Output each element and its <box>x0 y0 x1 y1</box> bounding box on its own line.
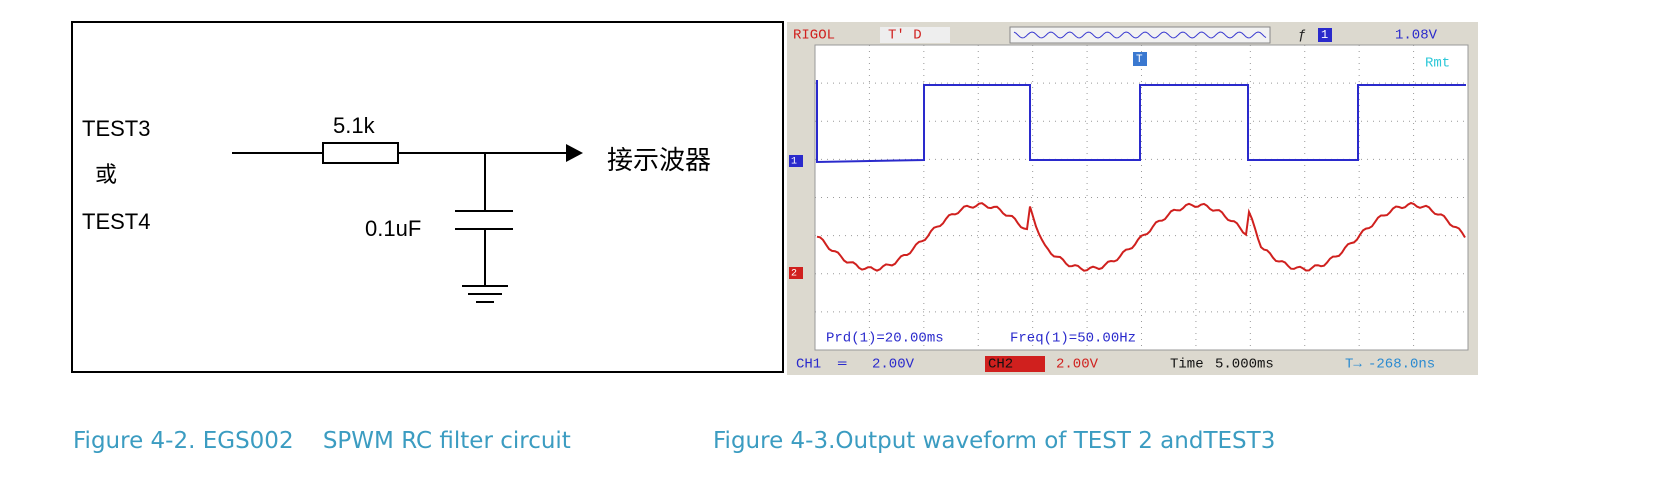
trigger-level: 1.08V <box>1395 28 1438 44</box>
trigger-offset: -268.0ns <box>1368 357 1435 373</box>
mode-box <box>880 27 950 43</box>
measurement: Freq(1)=50.00Hz <box>1010 331 1136 347</box>
ch1-marker: 1 <box>791 157 797 168</box>
trigger-edge: ƒ <box>1298 28 1306 44</box>
circuit-frame <box>71 21 784 373</box>
trigger-channel-box <box>1318 28 1332 42</box>
mode: T' D <box>888 28 922 44</box>
time-scale: 5.000ms <box>1215 357 1274 373</box>
ch2-label-box <box>985 356 1045 372</box>
input-label: 或 <box>95 162 117 187</box>
trigger-marker-box <box>1133 52 1147 66</box>
input-label: TEST4 <box>82 209 150 234</box>
ch1-scale: 2.00V <box>872 357 915 373</box>
measurement: Prd(1)=20.00ms <box>826 331 944 347</box>
output-label: 接示波器 <box>607 145 711 175</box>
ch1-waveform <box>816 80 1466 164</box>
ch2-marker: 2 <box>791 269 797 280</box>
memory-wave <box>1013 31 1267 39</box>
trigger-offset-icon: T→ <box>1345 357 1362 373</box>
caption: Figure 4-3.Output waveform of TEST 2 and… <box>713 428 1276 454</box>
figure: TEST3 或 TEST4 5.1k 0.1uF 接示波器 RIGOL T' D… <box>71 21 1478 375</box>
ch2-waveform <box>816 201 1466 272</box>
ch2-marker-box <box>789 267 803 279</box>
trigger-channel: 1 <box>1321 28 1328 42</box>
ch2-scale: 2.00V <box>1056 357 1099 373</box>
caption: Figure 4-2. EGS002 SPWM RC filter circui… <box>73 428 571 454</box>
arrow <box>566 144 583 162</box>
scope-screen <box>814 44 1469 351</box>
circuit-wires <box>232 142 568 303</box>
trigger-marker: T <box>1136 54 1143 66</box>
ch1-label: CH1 <box>796 357 821 373</box>
input-label: TEST3 <box>82 116 150 141</box>
resistor-label: 5.1k <box>333 113 376 138</box>
time-label: Time <box>1170 357 1204 373</box>
ch2-label: CH2 <box>988 357 1013 373</box>
remote: Rmt <box>1425 56 1450 72</box>
ch1-coupling: ═ <box>837 357 847 373</box>
capacitor-label: 0.1uF <box>365 216 421 241</box>
brand: RIGOL <box>793 28 835 44</box>
ch1-marker-box <box>789 155 803 167</box>
